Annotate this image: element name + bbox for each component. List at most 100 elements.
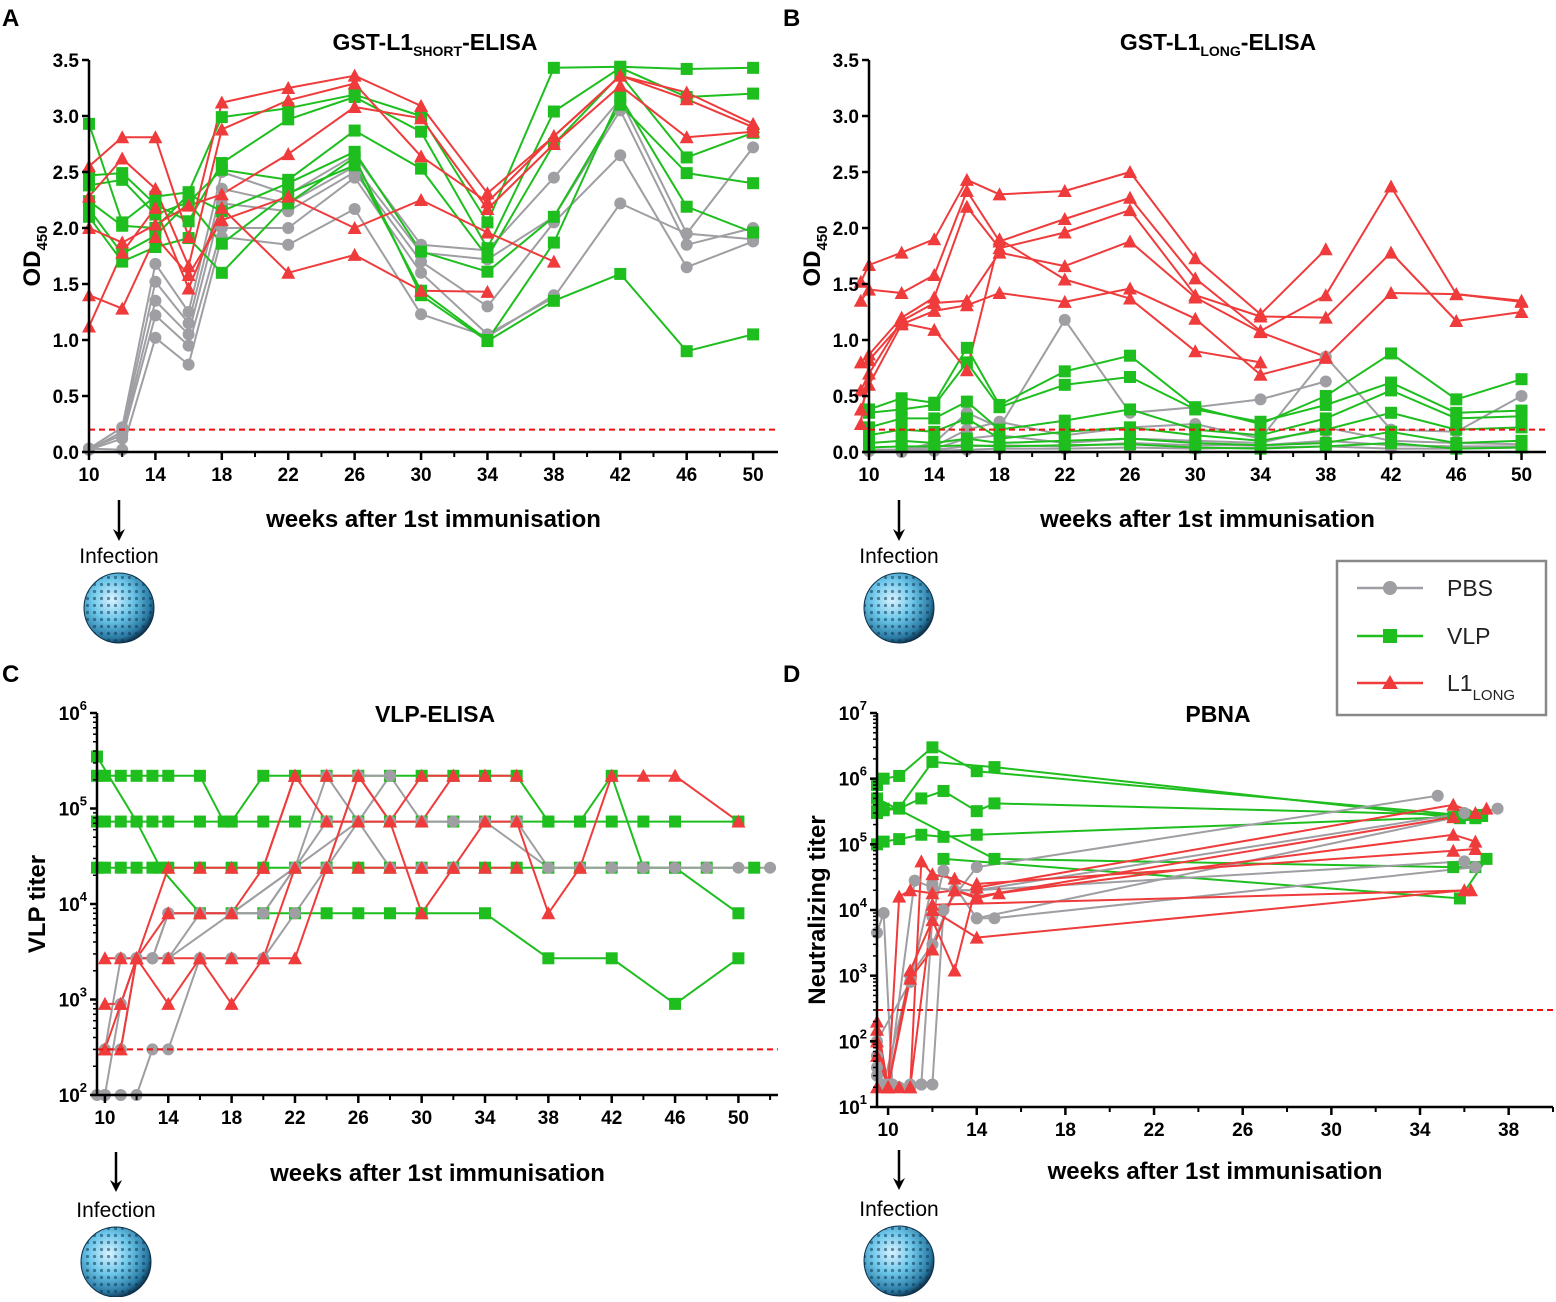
series-line-l1long-17 (859, 238, 1261, 425)
data-point-vlp (895, 392, 908, 405)
y-tick-label-b: 1.5 (833, 275, 860, 296)
data-point-pbs (1058, 313, 1071, 326)
data-point-l1long (382, 860, 397, 874)
data-point-l1long (256, 951, 271, 965)
y-tick-label-b: 0.5 (833, 387, 860, 408)
data-point-l1long (214, 187, 229, 201)
data-point-l1long (992, 285, 1007, 299)
x-tick-label-a: 18 (211, 465, 232, 486)
data-point-l1long (731, 814, 746, 828)
data-point-vlp (215, 111, 228, 124)
x-tick-label-b: 42 (1380, 465, 1401, 486)
x-tick-label-d: 38 (1498, 1120, 1519, 1141)
data-point-vlp (993, 401, 1006, 414)
data-point-l1long (214, 122, 229, 136)
legend-entry-vlp: VLP (1357, 623, 1490, 649)
data-point-l1long (414, 98, 429, 112)
data-point-pbs (1254, 393, 1267, 406)
x-tick-label-c: 38 (538, 1108, 559, 1129)
data-point-vlp (479, 907, 492, 920)
data-point-vlp (928, 440, 941, 453)
legend-box (1335, 559, 1548, 717)
y-tick-base: 10 (839, 967, 860, 988)
infection-label-d: Infection (859, 1198, 938, 1221)
y-tick-exponent: 5 (860, 829, 867, 844)
data-point-vlp (893, 802, 906, 815)
data-point-pbs (680, 238, 693, 251)
data-point-pbs (877, 907, 890, 920)
data-point-l1long (446, 860, 461, 874)
y-tick-label-c: 103 (59, 985, 87, 1012)
virus-texture (864, 573, 934, 643)
data-point-vlp (637, 815, 650, 828)
data-point-l1long (287, 768, 302, 782)
data-point-vlp (988, 852, 1001, 865)
x-tick-label-c: 46 (664, 1108, 685, 1129)
data-point-vlp (1319, 398, 1332, 411)
data-point-l1long (679, 85, 694, 99)
chart-title-sub: LONG (1200, 43, 1241, 59)
y-axis-title-a: OD450 (19, 225, 51, 286)
data-point-l1long (927, 296, 942, 310)
data-point-l1long (927, 268, 942, 282)
y-tick-exponent: 2 (80, 1080, 87, 1095)
data-point-vlp (1450, 423, 1463, 436)
y-tick-exponent: 6 (860, 764, 867, 779)
data-point-vlp (960, 439, 973, 452)
y-tick-exponent: 6 (80, 698, 87, 713)
data-point-vlp (348, 124, 361, 137)
data-point-l1long (546, 254, 561, 268)
data-point-l1long (347, 100, 362, 114)
data-point-l1long (480, 186, 495, 200)
data-point-l1long (959, 298, 974, 312)
data-point-vlp (747, 177, 760, 190)
data-point-vlp (1319, 423, 1332, 436)
data-point-vlp (970, 805, 983, 818)
y-tick-base: 10 (59, 800, 80, 821)
data-point-l1long (478, 768, 493, 782)
x-axis-title-c: weeks after 1st immunisation (269, 1160, 605, 1187)
y-tick-exponent: 2 (860, 1026, 867, 1041)
data-point-vlp (960, 341, 973, 354)
data-point-pbs (732, 861, 745, 874)
chart-title-main: GST-L1 (333, 29, 414, 55)
data-point-l1long (746, 124, 761, 138)
data-point-pbs (447, 815, 460, 828)
x-tick-label-d: 34 (1409, 1120, 1431, 1141)
y-tick-exponent: 7 (860, 698, 867, 713)
data-point-l1long (853, 402, 868, 416)
data-point-l1long (959, 199, 974, 213)
virus-outline (863, 572, 935, 644)
y-tick-label-a: 2.0 (53, 219, 79, 240)
data-point-l1long (881, 1080, 896, 1094)
data-point-vlp (928, 425, 941, 438)
data-point-l1long (1057, 212, 1072, 226)
data-point-pbs (988, 912, 1001, 925)
data-point-l1long (1123, 234, 1138, 248)
data-point-l1long (541, 906, 556, 920)
data-point-vlp (162, 815, 175, 828)
x-tick-label-a: 46 (676, 465, 697, 486)
data-point-l1long (903, 883, 918, 897)
chart-title-suffix: -ELISA (462, 29, 537, 55)
data-point-l1long (478, 814, 493, 828)
data-point-vlp (1450, 412, 1463, 425)
data-point-vlp (614, 61, 627, 74)
data-point-vlp (130, 861, 143, 874)
data-point-vlp (877, 772, 890, 785)
data-point-vlp (415, 245, 428, 258)
data-point-l1long (947, 963, 962, 977)
data-point-l1long (1449, 287, 1464, 301)
data-point-vlp (1124, 349, 1137, 362)
data-point-vlp (893, 769, 906, 782)
data-point-l1long (1123, 165, 1138, 178)
data-point-vlp (877, 804, 890, 817)
data-point-l1long (1188, 344, 1203, 358)
data-point-vlp (225, 815, 238, 828)
data-point-l1long (382, 814, 397, 828)
data-point-l1long (1123, 190, 1138, 204)
x-tick-label-b: 10 (858, 465, 879, 486)
chart-title-suffix: -ELISA (1241, 29, 1316, 55)
